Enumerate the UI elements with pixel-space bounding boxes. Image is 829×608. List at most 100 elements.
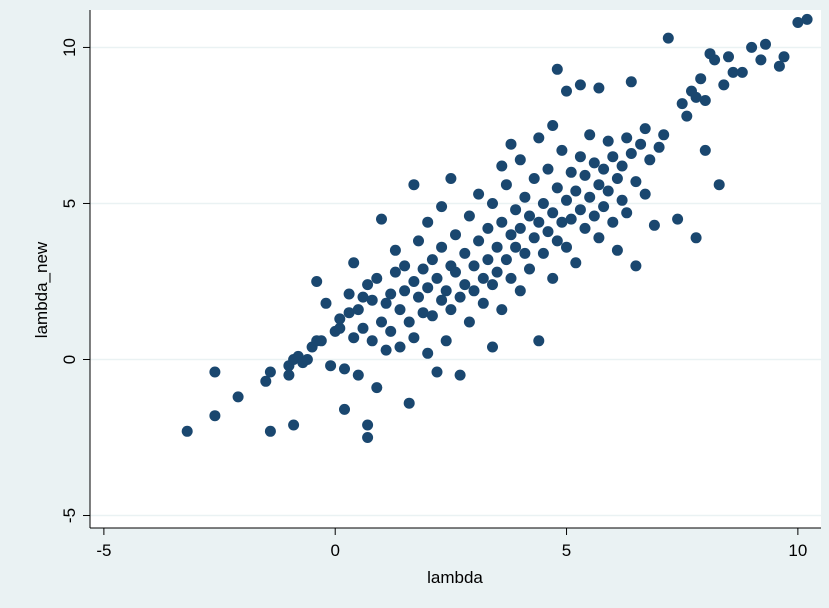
y-tick-label-0: -5 (60, 508, 79, 523)
data-point-128 (551, 63, 563, 75)
data-point-170 (648, 219, 660, 231)
data-point-156 (611, 173, 623, 184)
data-point-144 (584, 129, 596, 141)
data-point-180 (695, 73, 707, 85)
data-point-143 (584, 191, 596, 203)
data-point-75 (445, 173, 457, 184)
data-point-103 (505, 272, 517, 284)
y-tick-label-3: 10 (60, 38, 79, 57)
data-point-5 (264, 366, 276, 378)
data-point-70 (436, 241, 448, 253)
data-point-63 (422, 216, 434, 228)
data-point-17 (315, 335, 327, 347)
data-point-113 (524, 263, 535, 275)
data-point-112 (524, 210, 535, 222)
data-point-134 (565, 213, 577, 225)
data-point-97 (496, 216, 508, 228)
data-point-78 (454, 291, 466, 303)
data-point-1 (209, 410, 221, 422)
data-point-81 (459, 279, 471, 291)
data-point-39 (371, 382, 383, 394)
data-point-137 (570, 185, 582, 197)
data-point-80 (459, 247, 471, 259)
data-point-178 (690, 232, 702, 244)
y-tick-label-1: 0 (60, 355, 79, 364)
data-point-168 (639, 123, 651, 135)
data-point-59 (417, 307, 429, 319)
data-point-133 (561, 85, 572, 97)
data-point-31 (357, 322, 369, 334)
data-point-42 (380, 297, 392, 309)
data-point-52 (403, 397, 415, 409)
data-point-159 (616, 194, 628, 206)
data-point-122 (542, 163, 554, 175)
data-point-48 (394, 341, 406, 353)
y-ticks: -5 0 5 10 (60, 38, 90, 523)
data-point-115 (528, 232, 540, 244)
data-point-117 (533, 132, 545, 144)
data-point-130 (556, 144, 568, 156)
data-point-140 (574, 79, 586, 91)
data-point-62 (422, 282, 434, 294)
data-point-55 (408, 276, 420, 287)
data-point-0 (181, 425, 193, 437)
data-point-4 (260, 375, 272, 387)
data-point-179 (690, 91, 702, 103)
data-point-196 (801, 13, 813, 25)
data-points (181, 13, 813, 443)
data-point-124 (547, 207, 559, 219)
data-point-50 (399, 285, 411, 297)
data-point-95 (491, 241, 503, 253)
data-point-104 (505, 138, 517, 150)
data-point-46 (389, 244, 401, 256)
data-point-161 (621, 207, 633, 219)
x-tick-label-1: 0 (330, 541, 339, 560)
data-point-34 (362, 432, 374, 443)
data-point-116 (533, 216, 545, 228)
data-point-91 (482, 254, 494, 266)
data-point-185 (713, 179, 725, 191)
data-point-186 (718, 79, 730, 91)
data-point-25 (343, 307, 355, 319)
data-point-154 (607, 216, 619, 228)
x-ticks: -5 0 5 10 (96, 528, 807, 560)
data-point-191 (755, 54, 767, 66)
data-point-193 (773, 60, 785, 72)
data-point-38 (371, 272, 383, 284)
data-point-135 (565, 166, 577, 178)
data-point-92 (487, 279, 498, 291)
data-point-51 (399, 260, 411, 272)
data-point-37 (366, 294, 378, 306)
data-point-129 (556, 216, 568, 228)
data-point-114 (528, 173, 540, 184)
data-point-187 (723, 51, 734, 63)
data-point-120 (537, 198, 549, 209)
data-point-123 (547, 272, 559, 284)
data-point-158 (616, 160, 628, 172)
data-point-29 (352, 369, 364, 381)
data-point-109 (514, 154, 526, 166)
data-point-3 (232, 391, 244, 403)
y-tick-label-2: 5 (60, 199, 79, 208)
data-point-105 (510, 241, 522, 253)
data-point-57 (413, 291, 424, 303)
data-point-189 (736, 66, 748, 78)
data-point-56 (408, 179, 420, 191)
data-point-6 (264, 425, 276, 437)
data-point-33 (362, 419, 374, 431)
data-point-141 (579, 222, 591, 234)
data-point-119 (537, 247, 549, 259)
y-axis-title: lambda_new (32, 241, 51, 338)
data-point-118 (533, 335, 545, 347)
data-point-21 (334, 322, 346, 334)
data-point-132 (561, 194, 572, 206)
data-point-53 (403, 316, 415, 328)
data-point-76 (450, 266, 461, 278)
data-point-121 (542, 226, 554, 238)
data-point-148 (593, 232, 605, 244)
axes (89, 10, 821, 529)
data-point-96 (491, 266, 503, 278)
data-point-102 (505, 229, 517, 241)
data-point-84 (468, 260, 480, 272)
data-point-171 (653, 141, 665, 153)
